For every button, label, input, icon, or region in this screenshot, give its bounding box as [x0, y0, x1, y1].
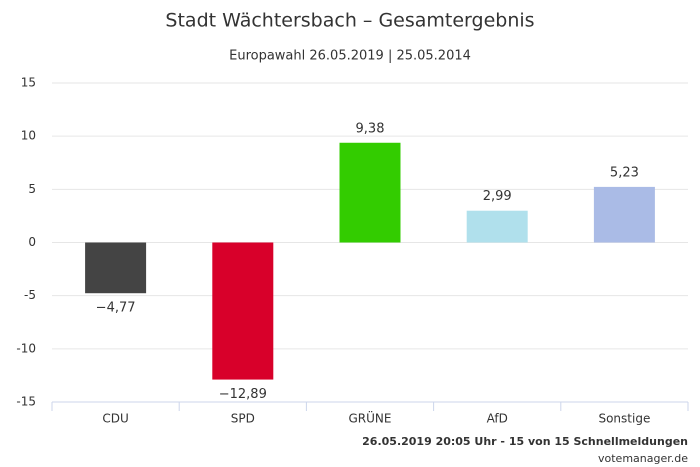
bar [339, 142, 401, 243]
x-tick-label: GRÜNE [349, 410, 392, 426]
bar [466, 210, 528, 243]
data-label: 2,99 [483, 189, 512, 204]
chart-title: Stadt Wächtersbach – Gesamtergebnis [165, 10, 534, 32]
y-tick-label: -10 [16, 341, 36, 355]
data-label: 5,23 [610, 165, 639, 180]
x-tick-label: SPD [231, 412, 255, 426]
bar [212, 242, 274, 380]
y-tick-label: -5 [24, 288, 36, 302]
bar [85, 242, 147, 294]
chart-subtitle: Europawahl 26.05.2019 | 25.05.2014 [229, 49, 471, 64]
data-label: −12,89 [219, 387, 267, 402]
y-tick-label: 10 [21, 129, 36, 143]
footer: 26.05.2019 20:05 Uhr - 15 von 15 Schnell… [362, 435, 688, 448]
y-tick-label: 5 [28, 182, 36, 196]
x-tick-label: CDU [102, 412, 128, 426]
bar [593, 186, 655, 243]
data-label: 9,38 [356, 121, 385, 136]
credit: votemanager.de [598, 452, 688, 465]
y-tick-label: 15 [21, 76, 36, 90]
data-label: −4,77 [96, 301, 136, 316]
y-tick-label: -15 [16, 395, 36, 409]
y-tick-label: 0 [28, 235, 36, 249]
x-tick-label: Sonstige [598, 412, 650, 426]
x-tick-label: AfD [487, 412, 508, 426]
